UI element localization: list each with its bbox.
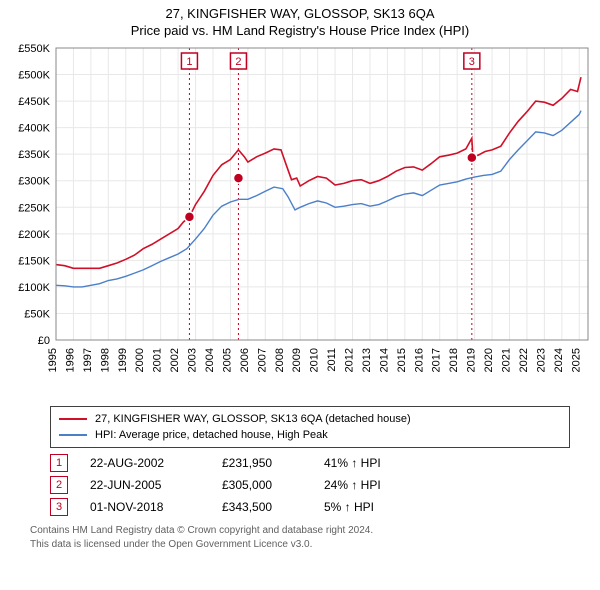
sale-dot (184, 212, 194, 222)
x-tick-label: 2023 (535, 348, 547, 372)
legend-label: HPI: Average price, detached house, High… (95, 427, 328, 443)
x-tick-label: 2014 (378, 348, 390, 372)
sales-row: 1 22-AUG-2002 £231,950 41% ↑ HPI (50, 452, 570, 474)
y-tick-label: £400K (18, 123, 50, 135)
x-tick-label: 2001 (152, 348, 164, 372)
sale-index-box: 2 (50, 476, 68, 494)
y-tick-label: £150K (18, 255, 50, 267)
x-tick-label: 2011 (326, 348, 338, 372)
x-tick-label: 2024 (553, 348, 565, 372)
footer-line1: Contains HM Land Registry data © Crown c… (30, 524, 570, 538)
y-tick-label: £300K (18, 176, 50, 188)
x-tick-label: 2021 (501, 348, 513, 372)
footer-line2: This data is licensed under the Open Gov… (30, 538, 570, 552)
y-tick-label: £50K (24, 308, 50, 320)
footer-attribution: Contains HM Land Registry data © Crown c… (30, 524, 570, 552)
sale-dot (467, 153, 477, 163)
x-tick-label: 2015 (396, 348, 408, 372)
x-tick-label: 2016 (413, 348, 425, 372)
sale-marker-number: 3 (469, 56, 475, 68)
y-tick-label: £0 (38, 335, 50, 347)
sale-date: 01-NOV-2018 (90, 496, 200, 518)
x-tick-label: 2012 (344, 348, 356, 372)
price-chart: £0 £50K £100K £150K £200K £250K £300K £350K £400… (0, 40, 600, 400)
x-tick-label: 2007 (256, 348, 268, 372)
sale-price: £343,500 (222, 496, 302, 518)
sales-row: 3 01-NOV-2018 £343,500 5% ↑ HPI (50, 496, 570, 518)
y-tick-label: £350K (18, 149, 50, 161)
sale-marker-number: 2 (235, 56, 241, 68)
sale-dot (233, 173, 243, 183)
chart-title-address: 27, KINGFISHER WAY, GLOSSOP, SK13 6QA (10, 6, 590, 21)
y-tick-label: £450K (18, 96, 50, 108)
y-tick-label: £550K (18, 43, 50, 55)
x-tick-label: 2018 (448, 348, 460, 372)
y-tick-label: £500K (18, 70, 50, 82)
sale-pct-vs-hpi: 24% ↑ HPI (324, 474, 424, 496)
sale-price: £305,000 (222, 474, 302, 496)
x-tick-label: 1997 (82, 348, 94, 372)
sales-table: 1 22-AUG-2002 £231,950 41% ↑ HPI 2 22-JUN-200… (50, 452, 570, 518)
x-tick-label: 2019 (466, 348, 478, 372)
x-tick-label: 1996 (64, 348, 76, 372)
x-tick-label: 2020 (483, 348, 495, 372)
sales-row: 2 22-JUN-2005 £305,000 24% ↑ HPI (50, 474, 570, 496)
x-tick-label: 2017 (431, 348, 443, 372)
sale-date: 22-AUG-2002 (90, 452, 200, 474)
x-tick-label: 2025 (570, 348, 582, 372)
x-tick-label: 2002 (169, 348, 181, 372)
x-tick-label: 1999 (117, 348, 129, 372)
y-tick-label: £250K (18, 202, 50, 214)
legend-label: 27, KINGFISHER WAY, GLOSSOP, SK13 6QA (d… (95, 411, 411, 427)
legend-swatch (59, 418, 87, 420)
sale-pct-vs-hpi: 41% ↑ HPI (324, 452, 424, 474)
sale-pct-vs-hpi: 5% ↑ HPI (324, 496, 424, 518)
sale-index-box: 1 (50, 454, 68, 472)
y-tick-label: £100K (18, 282, 50, 294)
x-tick-label: 2013 (361, 348, 373, 372)
x-tick-label: 1998 (99, 348, 111, 372)
sale-marker-number: 1 (186, 56, 192, 68)
x-tick-label: 2000 (134, 348, 146, 372)
x-tick-label: 2004 (204, 348, 216, 372)
x-tick-label: 2009 (291, 348, 303, 372)
x-tick-label: 2010 (309, 348, 321, 372)
legend-row: 27, KINGFISHER WAY, GLOSSOP, SK13 6QA (d… (59, 411, 561, 427)
chart-title-desc: Price paid vs. HM Land Registry's House … (10, 23, 590, 38)
sale-date: 22-JUN-2005 (90, 474, 200, 496)
y-tick-label: £200K (18, 229, 50, 241)
x-tick-label: 2008 (274, 348, 286, 372)
legend-swatch (59, 434, 87, 436)
legend-row: HPI: Average price, detached house, High… (59, 427, 561, 443)
x-tick-label: 2003 (187, 348, 199, 372)
x-tick-label: 2006 (239, 348, 251, 372)
x-tick-label: 1995 (47, 348, 59, 372)
legend: 27, KINGFISHER WAY, GLOSSOP, SK13 6QA (d… (50, 406, 570, 448)
x-tick-label: 2022 (518, 348, 530, 372)
sale-index-box: 3 (50, 498, 68, 516)
sale-price: £231,950 (222, 452, 302, 474)
x-tick-label: 2005 (221, 348, 233, 372)
